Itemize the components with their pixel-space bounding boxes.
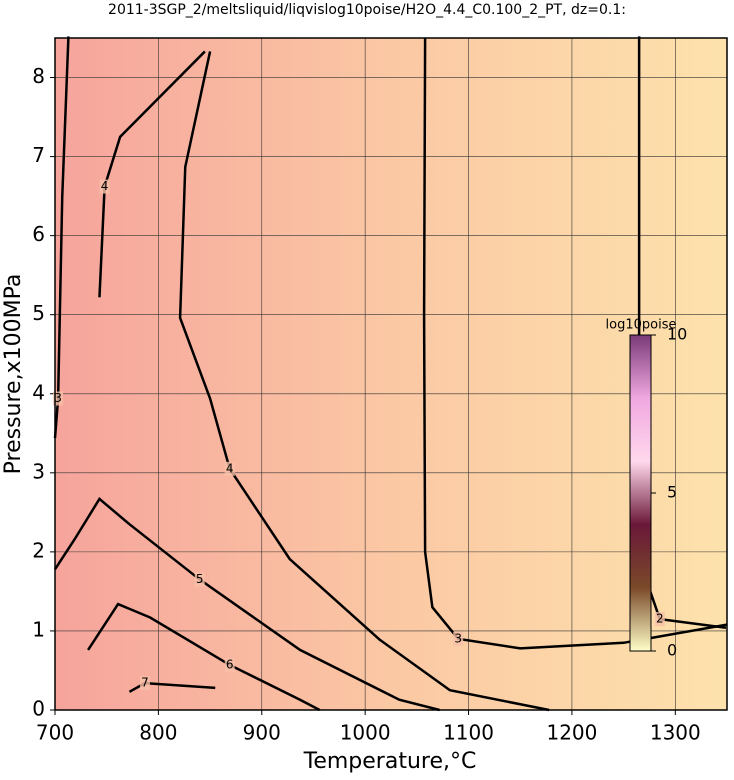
x-tick-label: 900 (243, 721, 281, 745)
contour-label: 7 (141, 676, 149, 690)
y-tick-label: 0 (32, 697, 45, 721)
contour-line (422, 37, 728, 650)
chart-title: 2011-3SGP_2/meltsliquid/liqvislog10poise… (108, 2, 626, 18)
x-axis-label: Temperature,°C (303, 749, 477, 774)
y-tick-label: 2 (32, 538, 45, 562)
y-tick-label: 6 (32, 222, 45, 246)
x-tick-label: 1200 (546, 721, 597, 745)
y-axis-label: Pressure,x100MPa (1, 274, 26, 475)
x-tick-label: 1300 (650, 721, 701, 745)
contour-label: 3 (54, 391, 62, 405)
y-tick-label: 7 (32, 143, 45, 167)
contour-label: 6 (226, 657, 234, 671)
contour-line (53, 497, 440, 712)
contour-label-bg (194, 572, 205, 587)
y-tick-label: 1 (32, 617, 45, 641)
x-tick-label: 1000 (340, 721, 391, 745)
x-tick-label: 700 (36, 721, 74, 745)
contour-label: 3 (454, 631, 462, 645)
x-tick-label: 1100 (443, 721, 494, 745)
colorbar (629, 334, 652, 652)
plot-background (55, 38, 727, 710)
contour-label: 2 (656, 612, 664, 626)
contour-line (98, 50, 206, 298)
contour-label: 4 (226, 461, 234, 475)
contour-label-bg (654, 612, 665, 627)
contour-label: 4 (101, 179, 109, 193)
contour-label-bg (224, 657, 235, 672)
y-tick-label: 5 (32, 301, 45, 325)
contour-label-bg (99, 179, 110, 194)
contour-line (87, 602, 321, 712)
colorbar-label: log10poise (606, 318, 677, 333)
y-tick-label: 8 (32, 64, 45, 88)
plot-frame (54, 37, 728, 711)
contour-label-bg (53, 391, 64, 406)
colorbar-tick-label: 10 (667, 325, 687, 344)
contour-label-bg (139, 676, 150, 691)
colorbar-tick-label: 0 (667, 641, 677, 660)
contour-line (53, 36, 70, 439)
y-tick-label: 3 (32, 459, 45, 483)
contour-label-bg (453, 631, 464, 646)
y-tick-label: 4 (32, 380, 45, 404)
colorbar-tick-label: 5 (667, 483, 677, 502)
x-tick-label: 800 (139, 721, 177, 745)
contour-label: 5 (196, 572, 204, 586)
contour-label-bg (224, 461, 235, 476)
